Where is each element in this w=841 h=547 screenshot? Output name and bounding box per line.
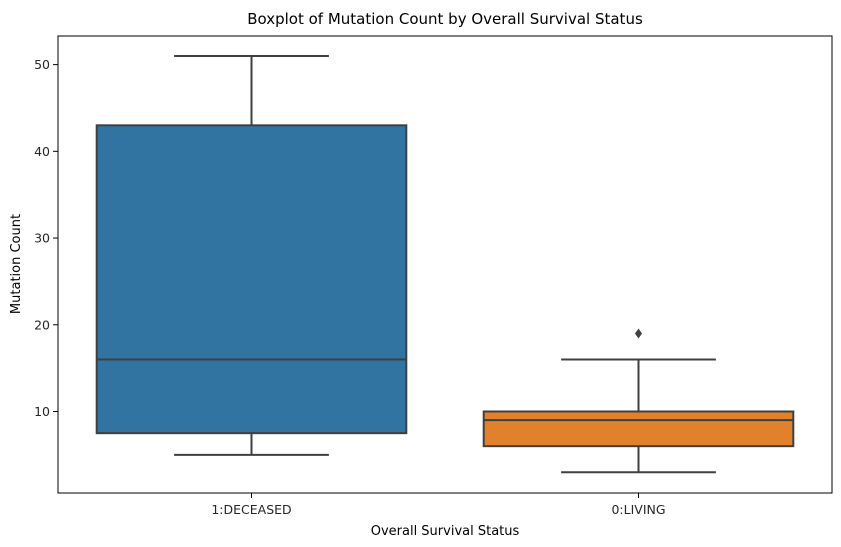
y-tick-label-40: 40 [34, 144, 50, 159]
y-tick-label-30: 30 [34, 231, 50, 246]
plot-area: 10 20 30 40 50 1:DECEASED 0:LIVING [34, 35, 833, 517]
outlier-0-living-0 [635, 328, 642, 339]
box-1-deceased [95, 124, 408, 435]
box-0-living [482, 410, 795, 448]
y-axis-title: Mutation Count [9, 214, 24, 314]
x-tick-label-0-living: 0:LIVING [611, 502, 665, 517]
y-tick-label-50: 50 [34, 57, 50, 72]
x-axis-title: Overall Survival Status [371, 524, 520, 539]
x-tick-label-1-deceased: 1:DECEASED [211, 502, 291, 517]
plot-frame [57, 35, 833, 494]
y-tick-label-10: 10 [34, 404, 50, 419]
y-tick-label-20: 20 [34, 317, 50, 332]
chart-title: Boxplot of Mutation Count by Overall Sur… [247, 10, 643, 28]
